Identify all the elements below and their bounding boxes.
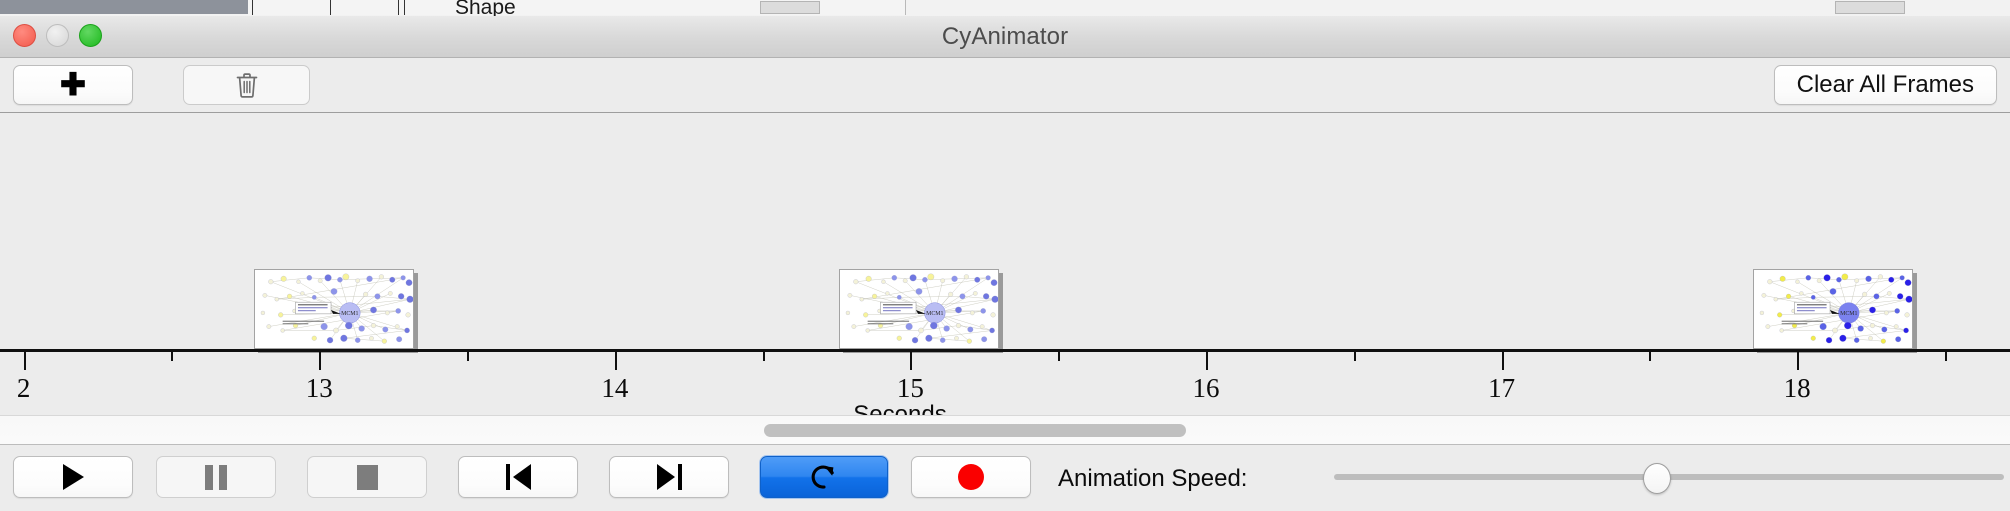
play-button[interactable] (13, 456, 133, 498)
axis-tick-minor (1649, 352, 1652, 361)
axis-tick-label: 14 (601, 373, 629, 403)
titlebar: CyAnimator (0, 16, 2010, 58)
background-window-bar (1835, 1, 1905, 14)
axis-tick-minor (171, 352, 174, 361)
background-window-cell (248, 0, 315, 15)
timeline-panel[interactable]: MCM1 MCM1 MCM1 2 13 14 15 16 17 18 Seconds (0, 113, 2010, 415)
background-window-cell (540, 0, 691, 15)
axis-tick-label: 2 (16, 373, 31, 403)
frame-thumbnail[interactable]: MCM1 (839, 269, 1000, 349)
clear-all-frames-label: Clear All Frames (1796, 71, 1974, 98)
svg-text:MCM1: MCM1 (341, 311, 358, 317)
frame-thumbnail[interactable]: MCM1 (254, 269, 414, 349)
pause-button[interactable] (156, 456, 276, 498)
background-window-bar (760, 1, 820, 14)
axis-tick-label: 16 (1192, 373, 1220, 403)
axis-tick-major (614, 352, 617, 370)
svg-text:MCM1: MCM1 (926, 311, 943, 317)
frame-thumbnail[interactable]: MCM1 (1752, 269, 1913, 349)
play-icon (62, 464, 84, 490)
delete-frame-button[interactable] (183, 65, 310, 105)
network-graph-preview: MCM1 (260, 273, 413, 344)
background-window-selected-row (0, 0, 248, 14)
window-title: CyAnimator (941, 23, 1069, 50)
axis-title: Seconds (853, 401, 947, 415)
trash-icon (236, 73, 257, 98)
scrollbar-thumb[interactable] (763, 424, 1186, 437)
svg-text:MCM1: MCM1 (1840, 311, 1857, 317)
axis-tick-major (1206, 352, 1208, 370)
axis-line (0, 349, 2010, 352)
loop-button[interactable] (760, 456, 888, 498)
timeline-horizontal-scrollbar[interactable] (0, 415, 2010, 445)
time-axis: 2 13 14 15 16 17 18 Seconds (0, 349, 2010, 415)
frames-strip: MCM1 MCM1 MCM1 (0, 113, 2010, 349)
playback-controls: Animation Speed: (0, 445, 2010, 511)
clear-all-frames-button[interactable]: Clear All Frames (1773, 65, 1997, 105)
skip-backward-icon (505, 464, 531, 490)
axis-tick-minor (1058, 352, 1061, 361)
axis-tick-major (1501, 352, 1504, 370)
axis-tick-major (1797, 352, 1800, 370)
axis-tick-minor (1353, 352, 1356, 361)
record-button[interactable] (911, 456, 1031, 498)
axis-tick-label: 13 (305, 373, 333, 403)
background-window: Shape (0, 0, 2010, 16)
animation-speed-slider[interactable] (1334, 456, 2004, 498)
skip-forward-icon (656, 464, 682, 490)
background-window-divider (398, 0, 399, 15)
axis-tick-label: 18 (1783, 373, 1811, 403)
traffic-lights (13, 24, 102, 47)
maximize-window-icon[interactable] (79, 24, 102, 47)
axis-tick-minor (1944, 352, 1947, 361)
axis-tick-minor (762, 352, 765, 361)
stop-icon (356, 464, 378, 490)
minimize-window-icon[interactable] (46, 24, 69, 47)
background-window-divider (330, 0, 331, 15)
plus-icon: ✚ (60, 66, 86, 102)
next-frame-button[interactable] (609, 456, 729, 498)
background-window-divider (252, 0, 253, 15)
axis-tick-major (23, 352, 26, 370)
loop-icon (811, 465, 834, 489)
background-window-cell (314, 0, 381, 15)
background-window-label: Shape (455, 0, 516, 16)
add-frame-button[interactable]: ✚ (13, 65, 133, 105)
slider-thumb[interactable] (1642, 463, 1671, 494)
network-graph-preview: MCM1 (846, 273, 999, 344)
cyanimator-window: CyAnimator ✚ Clear All Frames MCM1 MCM1 MC… (0, 16, 2010, 511)
axis-tick-major (319, 352, 322, 370)
background-window-divider (404, 0, 405, 15)
axis-tick-label: 15 (896, 373, 924, 403)
animation-speed-label: Animation Speed: (1058, 465, 1248, 492)
axis-tick-label: 17 (1488, 373, 1516, 403)
axis-tick-minor (467, 352, 470, 361)
pause-icon (205, 464, 227, 490)
previous-frame-button[interactable] (458, 456, 578, 498)
toolbar: ✚ Clear All Frames (0, 58, 2010, 113)
record-icon (958, 464, 984, 490)
stop-button[interactable] (307, 456, 427, 498)
close-window-icon[interactable] (13, 24, 36, 47)
network-graph-preview: MCM1 (1759, 273, 1912, 344)
axis-tick-major (910, 352, 913, 370)
